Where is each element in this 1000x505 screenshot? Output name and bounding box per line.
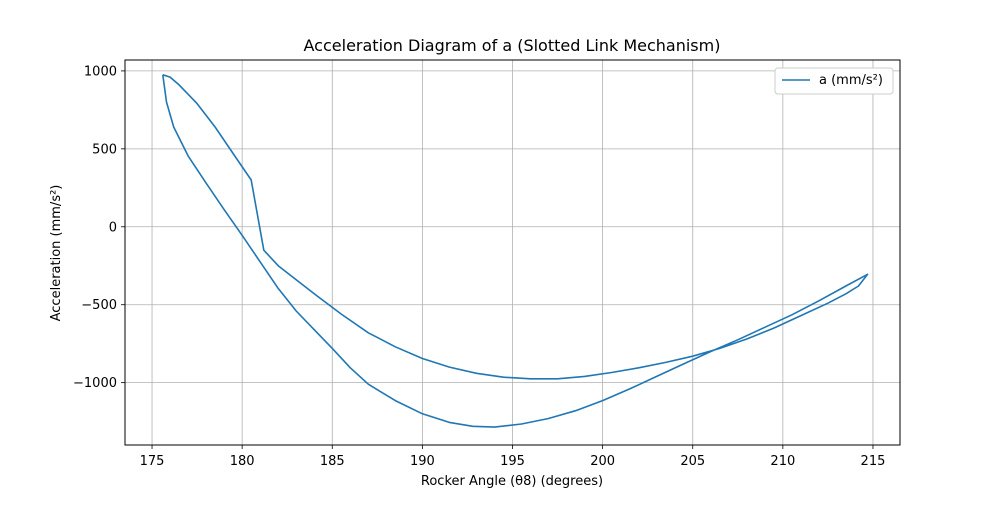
x-tick-label: 205 [680, 454, 705, 469]
x-tick-label: 200 [590, 454, 615, 469]
x-axis-label: Rocker Angle (θ8) (degrees) [421, 474, 603, 489]
ticks: 175 180 185 190 195 200 205 210 215 1000 500 0 −500 −… [73, 64, 885, 469]
y-tick-label: 0 [109, 220, 117, 235]
chart-title: Acceleration Diagram of a (Slotted Link … [304, 36, 721, 55]
y-tick-label: −1000 [73, 376, 117, 391]
legend-label: a (mm/s²) [819, 73, 883, 88]
legend: a (mm/s²) [774, 67, 894, 95]
x-tick-label: 175 [140, 454, 165, 469]
grid [125, 60, 900, 445]
x-tick-label: 180 [230, 454, 255, 469]
y-tick-label: 500 [92, 142, 117, 157]
x-tick-label: 215 [861, 454, 886, 469]
series-group [162, 74, 869, 428]
series-line [162, 74, 869, 428]
x-tick-label: 210 [770, 454, 795, 469]
x-tick-label: 195 [500, 454, 525, 469]
x-tick-label: 190 [410, 454, 435, 469]
x-tick-label: 185 [320, 454, 345, 469]
y-axis-label: Acceleration (mm/s²) [49, 185, 64, 322]
y-tick-label: 1000 [84, 64, 117, 79]
legend-box [774, 67, 894, 95]
y-tick-label: −500 [81, 298, 117, 313]
